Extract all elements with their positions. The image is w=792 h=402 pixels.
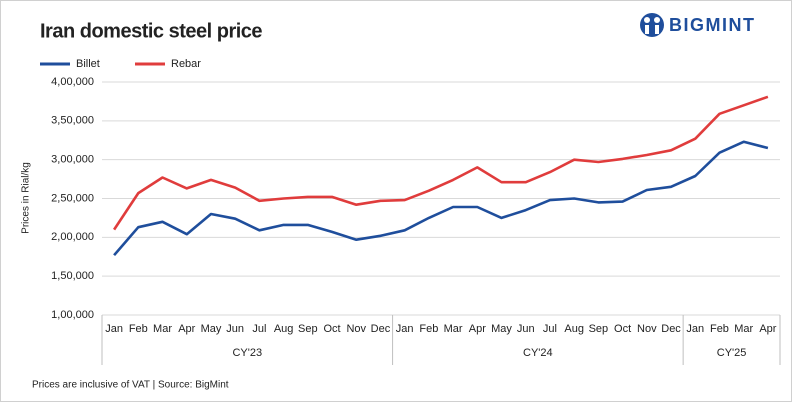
legend-label: Billet (76, 58, 100, 70)
x-tick-label: Mar (734, 323, 753, 335)
x-tick-label: May (201, 323, 222, 335)
series-line (113, 95, 769, 231)
y-tick-label: 4,00,000 (51, 76, 94, 88)
y-tick-label: 3,00,000 (51, 154, 94, 166)
logo-icon-bar (655, 25, 659, 34)
x-tick-label: Dec (371, 323, 391, 335)
x-tick-label: Nov (346, 323, 366, 335)
x-tick-label: Jan (686, 323, 704, 335)
x-tick-label: Jun (226, 323, 244, 335)
x-tick-label: Apr (759, 323, 776, 335)
y-tick-label: 2,50,000 (51, 192, 94, 204)
x-tick-label: Jan (105, 323, 123, 335)
logo-icon-dot (654, 17, 660, 23)
x-tick-label: May (491, 323, 512, 335)
logo-icon (640, 13, 664, 37)
x-tick-label: Mar (153, 323, 172, 335)
y-tick-label: 1,00,000 (51, 309, 94, 321)
x-tick-label: Aug (274, 323, 294, 335)
x-group-label: CY'24 (523, 347, 553, 359)
x-tick-label: Aug (564, 323, 584, 335)
x-tick-label: Jun (517, 323, 535, 335)
y-tick-label: 3,50,000 (51, 115, 94, 127)
logo-text: BIGMINT (669, 15, 756, 35)
x-tick-label: Oct (323, 323, 340, 335)
series-line (113, 140, 769, 257)
x-tick-label: Feb (129, 323, 148, 335)
x-tick-label: Apr (178, 323, 195, 335)
logo-icon-bar (645, 25, 649, 34)
logo-icon-dot (644, 17, 650, 23)
x-tick-label: Jul (543, 323, 557, 335)
y-tick-label: 1,50,000 (51, 270, 94, 282)
x-tick-label: Sep (298, 323, 318, 335)
x-group-label: CY'23 (232, 347, 262, 359)
x-tick-label: Jan (396, 323, 414, 335)
y-tick-label: 2,00,000 (51, 231, 94, 243)
x-group-label: CY'25 (717, 347, 747, 359)
x-tick-label: Apr (469, 323, 486, 335)
legend-label: Rebar (171, 58, 201, 70)
logo: BIGMINT (640, 13, 756, 37)
x-tick-label: Mar (444, 323, 463, 335)
chart-title: Iran domestic steel price (40, 20, 262, 42)
footnote: Prices are inclusive of VAT | Source: Bi… (32, 380, 229, 391)
x-tick-label: Nov (637, 323, 657, 335)
x-tick-label: Feb (710, 323, 729, 335)
x-tick-label: Sep (589, 323, 609, 335)
y-axis-label: Prices in Rial/kg (21, 162, 32, 234)
x-tick-label: Dec (661, 323, 681, 335)
x-tick-label: Feb (419, 323, 438, 335)
x-tick-label: Oct (614, 323, 631, 335)
x-tick-label: Jul (252, 323, 266, 335)
